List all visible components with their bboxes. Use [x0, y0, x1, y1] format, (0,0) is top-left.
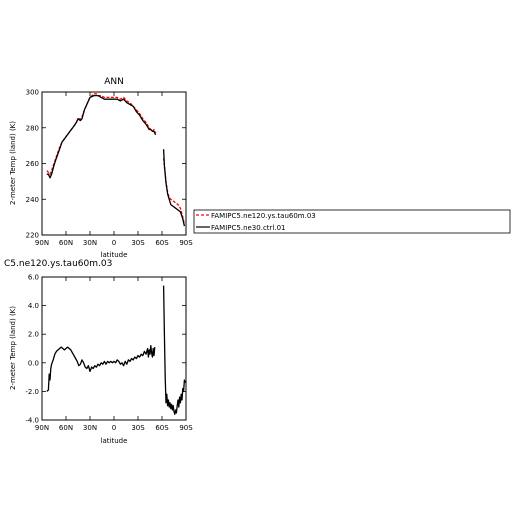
y-axis-label: 2-meter Temp (land) (K) — [9, 121, 17, 205]
chart-annual-mean: ANN latitude 2-meter Temp (land) (K) 90N… — [9, 77, 193, 259]
x-tick-label: 90S — [179, 239, 193, 247]
x-tick-label: 60N — [59, 424, 73, 432]
y-tick-label: 6.0 — [28, 274, 39, 282]
x-tick-label: 60S — [155, 424, 169, 432]
y-tick-label: -2.0 — [25, 388, 39, 396]
series-line-2-segment-1 — [46, 94, 157, 179]
y-tick-label: 260 — [26, 160, 39, 168]
plot-frame — [41, 91, 187, 236]
x-tick-label: 60S — [155, 239, 169, 247]
tick-layer: 90N 60N 30N 0 30S 60S 90S 220 240 260 280 300 — [26, 89, 194, 248]
y-tick-label: 0.0 — [28, 359, 39, 367]
series-layer — [46, 285, 186, 415]
y-tick-label: 240 — [26, 196, 39, 204]
y-axis-label: 2-meter Temp (land) (K) — [9, 306, 17, 390]
x-tick-label: 0 — [112, 424, 116, 432]
series-line-1-segment-1 — [46, 344, 156, 392]
y-tick-label: 220 — [26, 232, 39, 240]
x-tick-label: 90N — [35, 239, 49, 247]
y-tick-label: 300 — [26, 89, 39, 97]
series-layer — [46, 93, 186, 227]
chart-title: ANN — [104, 77, 124, 87]
legend-entry-1: FAMIPC5.ne120.ys.tau60m.03 — [211, 212, 316, 220]
series-line-1-segment-1 — [46, 93, 157, 175]
x-tick-label: 0 — [112, 239, 116, 247]
chart-title: C5.ne120.ys.tau60m.03 — [4, 259, 112, 269]
x-axis-label: latitude — [101, 437, 128, 445]
series-line-2-segment-2 — [162, 149, 186, 227]
legend-entry-2: FAMIPC5.ne30.ctrl.01 — [211, 224, 286, 232]
x-axis-label: latitude — [101, 251, 128, 259]
x-tick-label: 60N — [59, 239, 73, 247]
y-tick-label: 4.0 — [28, 302, 39, 310]
chart-difference: C5.ne120.ys.tau60m.03 latitude 2-meter T… — [4, 259, 193, 445]
x-tick-label: 90N — [35, 424, 49, 432]
legend-box — [193, 209, 511, 234]
x-tick-label: 90S — [179, 424, 193, 432]
plot-frame — [41, 276, 187, 421]
x-tick-label: 30N — [83, 424, 97, 432]
x-tick-label: 30S — [131, 424, 145, 432]
series-line-1-segment-2 — [162, 285, 186, 415]
x-tick-label: 30N — [83, 239, 97, 247]
y-tick-label: 280 — [26, 124, 39, 132]
x-tick-label: 30S — [131, 239, 145, 247]
y-tick-label: -4.0 — [25, 417, 39, 425]
tick-layer: 90N 60N 30N 0 30S 60S 90S -4.0 -2.0 0.0 2.0 4.0 6.0 — [25, 274, 193, 433]
y-tick-label: 2.0 — [28, 331, 39, 339]
legend: FAMIPC5.ne120.ys.tau60m.03 FAMIPC5.ne30.… — [193, 209, 511, 234]
